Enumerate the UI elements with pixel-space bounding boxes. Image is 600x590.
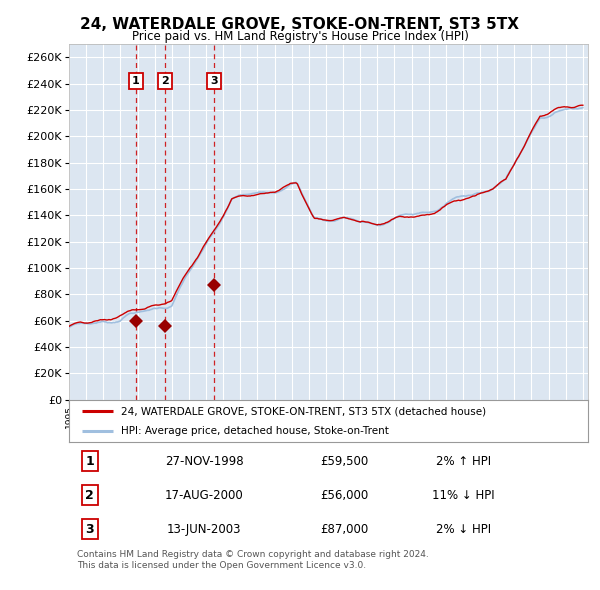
Text: 13-JUN-2003: 13-JUN-2003 [167,523,241,536]
Text: HPI: Average price, detached house, Stoke-on-Trent: HPI: Average price, detached house, Stok… [121,425,389,435]
Text: Price paid vs. HM Land Registry's House Price Index (HPI): Price paid vs. HM Land Registry's House … [131,30,469,43]
Text: 3: 3 [210,76,218,86]
Text: 24, WATERDALE GROVE, STOKE-ON-TRENT, ST3 5TX: 24, WATERDALE GROVE, STOKE-ON-TRENT, ST3… [80,17,520,32]
Text: £87,000: £87,000 [320,523,368,536]
Text: 2: 2 [85,489,94,502]
Text: 11% ↓ HPI: 11% ↓ HPI [432,489,495,502]
Text: £56,000: £56,000 [320,489,368,502]
Text: 2: 2 [161,76,169,86]
Text: Contains HM Land Registry data © Crown copyright and database right 2024.
This d: Contains HM Land Registry data © Crown c… [77,550,428,570]
Text: 2% ↓ HPI: 2% ↓ HPI [436,523,491,536]
Text: 17-AUG-2000: 17-AUG-2000 [164,489,244,502]
Text: 1: 1 [85,454,94,467]
Text: 2% ↑ HPI: 2% ↑ HPI [436,454,491,467]
Text: 1: 1 [132,76,140,86]
Text: 3: 3 [85,523,94,536]
Text: £59,500: £59,500 [320,454,368,467]
Text: 24, WATERDALE GROVE, STOKE-ON-TRENT, ST3 5TX (detached house): 24, WATERDALE GROVE, STOKE-ON-TRENT, ST3… [121,406,486,416]
Text: 27-NOV-1998: 27-NOV-1998 [164,454,243,467]
